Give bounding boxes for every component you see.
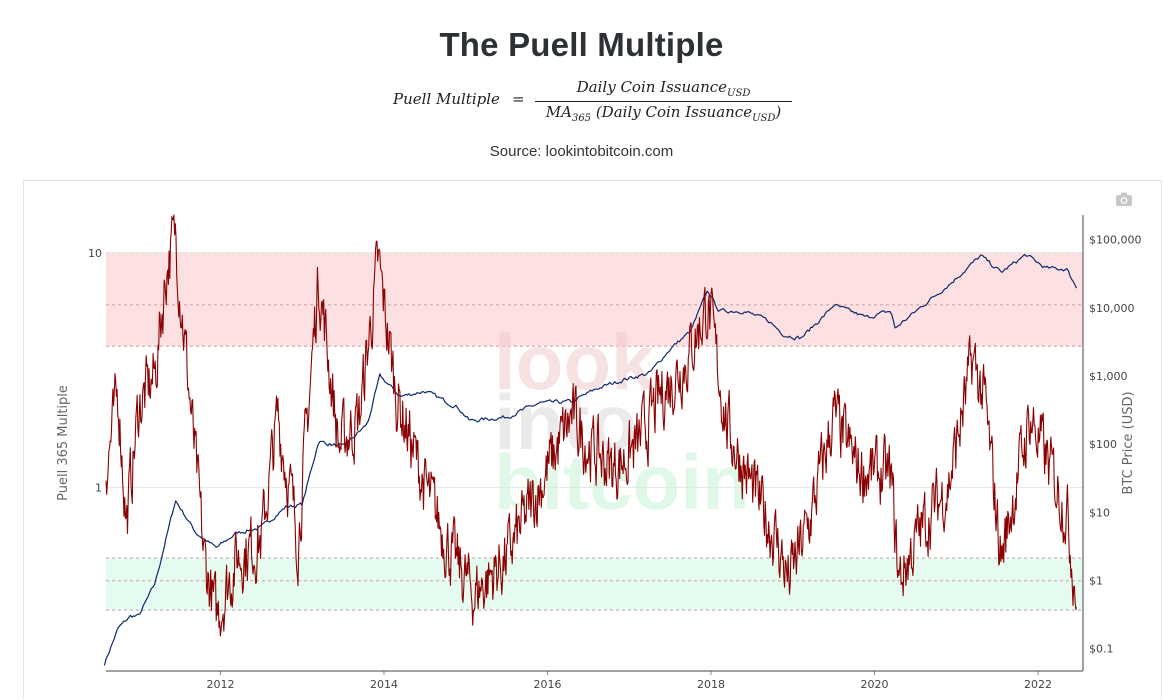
formula-equals: =	[512, 90, 525, 108]
left-tick-label: 10	[88, 247, 102, 260]
formula-den-sub: USD	[752, 113, 776, 124]
puell-multiple-line	[105, 214, 1078, 637]
right-tick-label: $100	[1089, 438, 1117, 451]
formula-numerator-text: Daily Coin Issuance	[576, 78, 728, 96]
left-tick-label: 1	[95, 481, 102, 494]
right-tick-label: $1,000	[1089, 370, 1128, 383]
x-tick-label: 2012	[206, 678, 234, 691]
right-tick-label: $10	[1089, 506, 1110, 519]
undervalued-band	[106, 558, 1083, 611]
chart-container: look into bitcoin 1 10 $0.1 $1 $10 $100 $1,000…	[23, 180, 1162, 699]
formula-den-prefix-sub: 365	[571, 113, 592, 124]
right-tick-label: $1	[1089, 574, 1103, 587]
right-tick-label: $100,000	[1089, 234, 1142, 247]
camera-icon[interactable]	[1116, 192, 1132, 207]
formula-den-close: )	[775, 103, 782, 121]
formula-numerator: Daily Coin IssuanceUSD	[535, 78, 792, 99]
formula-denominator: MA365 (Daily Coin IssuanceUSD)	[535, 103, 792, 124]
right-axis-title: BTC Price (USD)	[1121, 391, 1136, 494]
overvalued-band	[106, 252, 1083, 347]
formula-numerator-sub: USD	[727, 88, 751, 99]
x-tick-label: 2018	[697, 678, 725, 691]
btc-price-line	[103, 253, 1078, 666]
left-axis-title: Puell 365 Multiple	[56, 385, 71, 501]
x-tick-label: 2016	[533, 678, 561, 691]
formula-den-body: (Daily Coin Issuance	[595, 103, 753, 121]
page-title: The Puell Multiple	[439, 26, 724, 63]
formula-fraction-bar	[535, 101, 792, 102]
source-caption: Source: lookintobitcoin.com	[489, 143, 674, 160]
formula-den-prefix: MA	[545, 103, 572, 121]
puell-formula: Puell Multiple = Daily Coin IssuanceUSD …	[0, 76, 1163, 126]
right-tick-label: $0.1	[1089, 643, 1114, 656]
formula-lhs: Puell Multiple	[393, 90, 500, 108]
right-tick-label: $10,000	[1089, 302, 1135, 315]
x-tick-label: 2022	[1024, 678, 1052, 691]
watermark-look: look	[494, 318, 655, 406]
puell-chart: look into bitcoin 110$0.1$1$10$100$1,000…	[56, 192, 1142, 691]
x-tick-label: 2014	[370, 678, 398, 691]
x-tick-label: 2020	[861, 678, 889, 691]
